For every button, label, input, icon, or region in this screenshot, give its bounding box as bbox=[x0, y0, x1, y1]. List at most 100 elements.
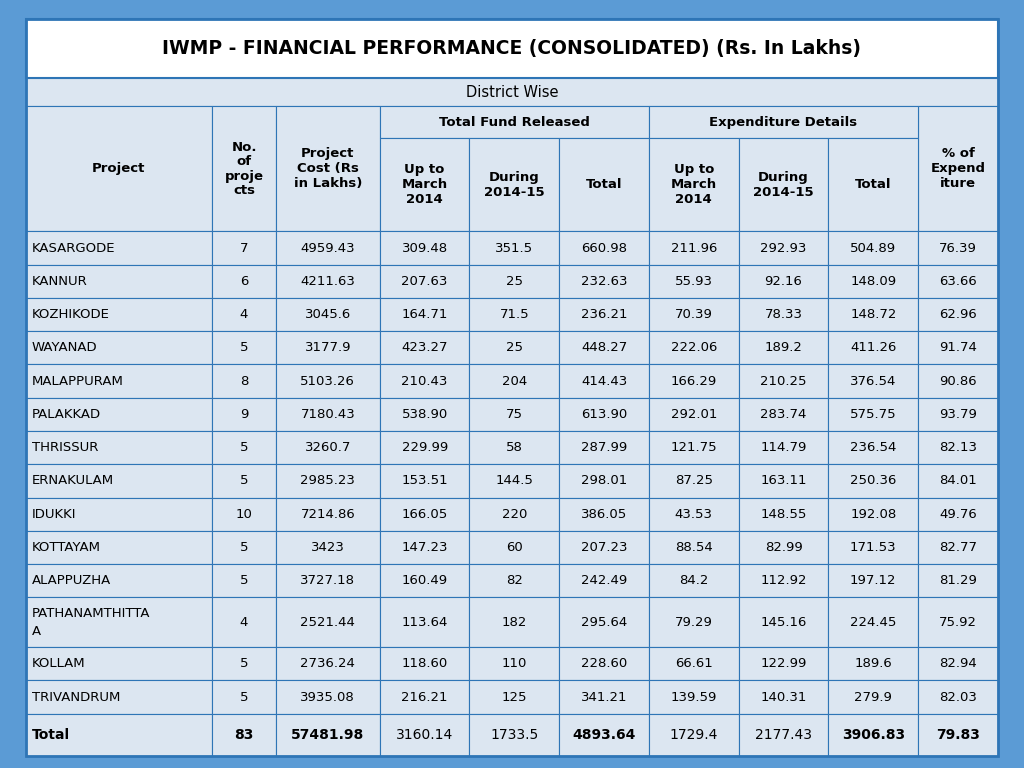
Text: 236.21: 236.21 bbox=[581, 308, 628, 321]
Bar bbox=[649, 298, 738, 331]
Text: 112.92: 112.92 bbox=[760, 574, 807, 588]
Text: 3935.08: 3935.08 bbox=[300, 690, 355, 703]
Text: 222.06: 222.06 bbox=[671, 341, 717, 354]
Bar bbox=[828, 431, 919, 465]
Text: 4959.43: 4959.43 bbox=[300, 242, 355, 254]
Bar bbox=[828, 498, 919, 531]
Bar bbox=[275, 498, 380, 531]
Text: 228.60: 228.60 bbox=[581, 657, 628, 670]
Bar bbox=[469, 265, 559, 298]
Bar bbox=[26, 531, 212, 564]
Bar bbox=[380, 231, 469, 265]
Text: 5: 5 bbox=[240, 541, 248, 554]
Text: 1733.5: 1733.5 bbox=[490, 728, 539, 742]
Text: 7: 7 bbox=[240, 242, 248, 254]
Bar bbox=[26, 331, 212, 365]
Bar bbox=[828, 713, 919, 756]
Text: 279.9: 279.9 bbox=[854, 690, 892, 703]
Bar bbox=[469, 713, 559, 756]
Text: 121.75: 121.75 bbox=[671, 441, 717, 454]
Bar bbox=[469, 331, 559, 365]
Bar bbox=[559, 265, 649, 298]
Text: 153.51: 153.51 bbox=[401, 475, 447, 488]
Text: KOZHIKODE: KOZHIKODE bbox=[32, 308, 110, 321]
Bar bbox=[559, 298, 649, 331]
Bar bbox=[26, 647, 212, 680]
Bar bbox=[212, 713, 275, 756]
Bar bbox=[26, 431, 212, 465]
Bar bbox=[380, 498, 469, 531]
Bar bbox=[275, 564, 380, 598]
Text: 7180.43: 7180.43 bbox=[300, 408, 355, 421]
Text: Up to
March
2014: Up to March 2014 bbox=[671, 164, 717, 207]
Bar bbox=[919, 106, 998, 231]
Bar bbox=[559, 398, 649, 431]
Text: 220: 220 bbox=[502, 508, 527, 521]
Text: % of
Expend
iture: % of Expend iture bbox=[931, 147, 986, 190]
Text: 82: 82 bbox=[506, 574, 523, 588]
Text: 341.21: 341.21 bbox=[581, 690, 628, 703]
Text: 5: 5 bbox=[240, 475, 248, 488]
Bar bbox=[469, 564, 559, 598]
Bar bbox=[26, 713, 212, 756]
Text: 110: 110 bbox=[502, 657, 527, 670]
Text: 504.89: 504.89 bbox=[850, 242, 896, 254]
Text: 58: 58 bbox=[506, 441, 523, 454]
Bar bbox=[828, 398, 919, 431]
Text: 5: 5 bbox=[240, 341, 248, 354]
Text: 82.13: 82.13 bbox=[939, 441, 977, 454]
Text: 182: 182 bbox=[502, 616, 527, 629]
Text: 197.12: 197.12 bbox=[850, 574, 896, 588]
Bar bbox=[649, 531, 738, 564]
Text: 10: 10 bbox=[236, 508, 253, 521]
Text: Project: Project bbox=[92, 162, 145, 175]
Bar bbox=[828, 647, 919, 680]
Text: 144.5: 144.5 bbox=[496, 475, 534, 488]
Text: 8: 8 bbox=[240, 375, 248, 388]
Text: KOLLAM: KOLLAM bbox=[32, 657, 85, 670]
Bar bbox=[26, 231, 212, 265]
Bar bbox=[26, 298, 212, 331]
Text: 5: 5 bbox=[240, 657, 248, 670]
Text: PALAKKAD: PALAKKAD bbox=[32, 408, 101, 421]
Text: 79.83: 79.83 bbox=[936, 728, 980, 742]
Bar bbox=[26, 19, 998, 78]
Text: 166.05: 166.05 bbox=[401, 508, 447, 521]
Bar bbox=[559, 138, 649, 231]
Text: KANNUR: KANNUR bbox=[32, 275, 87, 288]
Bar bbox=[380, 331, 469, 365]
Bar bbox=[26, 680, 212, 713]
Text: 148.55: 148.55 bbox=[761, 508, 807, 521]
Text: 93.79: 93.79 bbox=[939, 408, 977, 421]
Text: During
2014-15: During 2014-15 bbox=[484, 170, 545, 199]
Bar bbox=[275, 231, 380, 265]
Text: Project
Cost (Rs
in Lakhs): Project Cost (Rs in Lakhs) bbox=[294, 147, 362, 190]
Bar bbox=[469, 680, 559, 713]
Bar bbox=[738, 298, 828, 331]
Text: 5: 5 bbox=[240, 441, 248, 454]
Text: 7214.86: 7214.86 bbox=[300, 508, 355, 521]
Bar bbox=[559, 680, 649, 713]
Text: 5103.26: 5103.26 bbox=[300, 375, 355, 388]
Bar bbox=[649, 331, 738, 365]
Bar bbox=[380, 106, 649, 138]
Bar bbox=[380, 465, 469, 498]
Bar bbox=[649, 564, 738, 598]
Bar bbox=[26, 564, 212, 598]
Text: 295.64: 295.64 bbox=[581, 616, 628, 629]
Text: 351.5: 351.5 bbox=[496, 242, 534, 254]
Bar bbox=[649, 231, 738, 265]
Bar bbox=[26, 598, 212, 647]
Text: 114.79: 114.79 bbox=[761, 441, 807, 454]
Text: 60: 60 bbox=[506, 541, 522, 554]
Bar bbox=[275, 465, 380, 498]
Text: 2177.43: 2177.43 bbox=[755, 728, 812, 742]
Bar bbox=[212, 498, 275, 531]
Text: ERNAKULAM: ERNAKULAM bbox=[32, 475, 114, 488]
Bar bbox=[469, 365, 559, 398]
Bar bbox=[380, 138, 469, 231]
Bar bbox=[380, 298, 469, 331]
Bar bbox=[919, 431, 998, 465]
Bar bbox=[275, 531, 380, 564]
Bar bbox=[212, 680, 275, 713]
